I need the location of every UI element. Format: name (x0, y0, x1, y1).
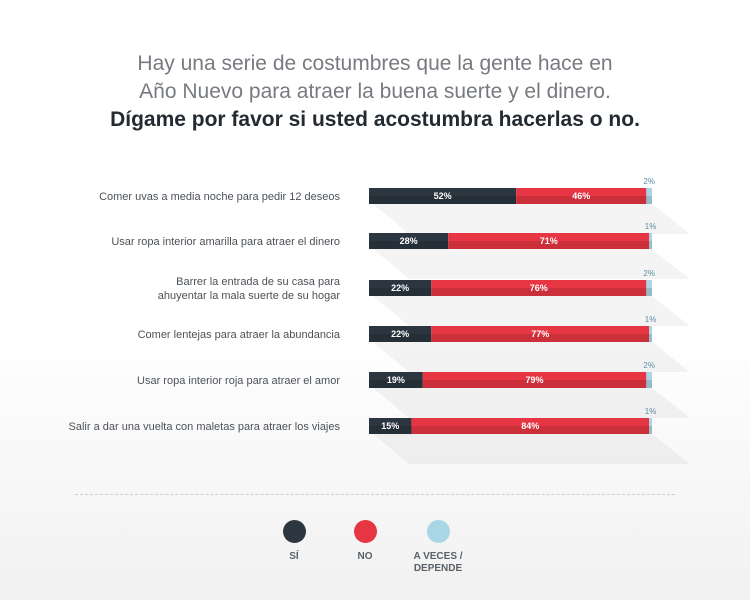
category-label: Comer uvas a media noche para pedir 12 d… (99, 191, 340, 203)
bar-segment-aveces (649, 233, 652, 249)
bar-segment-shade (369, 334, 432, 342)
category-label: Usar ropa interior amarilla para atraer … (111, 236, 340, 248)
legend-swatch-aveces (426, 520, 450, 543)
value-label-aveces: 1% (645, 222, 657, 231)
bar-segment-no (516, 188, 647, 204)
bar-segment-shade (646, 196, 652, 204)
bar-segment-shade (431, 334, 650, 342)
value-label-no: 76% (530, 283, 548, 293)
legend-label-aveces-2: DEPENDE (413, 563, 463, 574)
bar-segment-shade (369, 241, 449, 249)
title-line-1: Hay una serie de costumbres que la gente… (137, 52, 613, 75)
bar-segment-shade (649, 426, 652, 434)
category-label: Salir a dar una vuelta con maletas para … (69, 421, 341, 433)
title-line-2: Año Nuevo para atraer la buena suerte y … (139, 80, 611, 103)
bar-segment-aveces (646, 188, 652, 204)
value-label-no: 77% (531, 329, 549, 339)
value-label-si: 22% (391, 329, 409, 339)
bar-shadow (373, 296, 690, 326)
bar-segment-shade (646, 380, 652, 388)
bar-segment-no (431, 326, 650, 342)
bar-shadow (373, 204, 690, 234)
legend-label-si: SÍ (289, 551, 299, 562)
bar-segment-no (431, 280, 647, 296)
bar-segment-no (422, 372, 647, 388)
legend-item-si: SÍ (249, 520, 339, 563)
value-label-no: 79% (526, 375, 544, 385)
bar-segment-shade (646, 288, 652, 296)
value-label-no: 71% (540, 236, 558, 246)
legend-label-no: NO (357, 551, 373, 562)
category-label: Usar ropa interior roja para atraer el a… (137, 375, 340, 387)
chart-title: Hay una serie de costumbres que la gente… (0, 50, 750, 134)
value-label-aveces: 2% (643, 269, 655, 278)
bar-shadow (373, 434, 690, 464)
bar-segment-shade (649, 334, 652, 342)
bar-segment-aveces (649, 326, 652, 342)
bar-segment-shade (422, 380, 647, 388)
value-label-no: 84% (521, 421, 539, 431)
bar-segment-si (369, 188, 517, 204)
bar-segment-shade (369, 426, 412, 434)
bar-shadow (373, 342, 690, 372)
bar-segment-shade (448, 241, 650, 249)
value-label-si: 28% (400, 236, 418, 246)
bar-segment-si (369, 326, 432, 342)
value-label-aveces: 2% (643, 177, 655, 186)
legend-swatch-si (282, 520, 306, 543)
value-label-aveces: 1% (645, 315, 657, 324)
value-label-si: 22% (391, 283, 409, 293)
bar-segment-shade (369, 380, 423, 388)
bar-segment-aveces (649, 418, 652, 434)
category-label: Comer lentejas para atraer la abundancia (138, 329, 341, 341)
legend-item-aveces: A VECES / DEPENDE (393, 520, 483, 575)
legend-swatch-no (353, 520, 377, 543)
legend-label-aveces-1: A VECES / (413, 551, 463, 562)
bar-segment-shade (431, 288, 647, 296)
value-label-no: 46% (572, 191, 590, 201)
divider (75, 494, 675, 495)
bar-segment-aveces (646, 280, 652, 296)
bar-segment-si (369, 418, 412, 434)
bar-segment-shade (411, 426, 650, 434)
title-line-3: Dígame por favor si usted acostumbra hac… (110, 108, 640, 131)
bar-segment-no (411, 418, 650, 434)
legend-item-no: NO (320, 520, 410, 563)
category-label: Barrer la entrada de su casa para (176, 276, 341, 288)
bar-shadow (373, 249, 690, 279)
bar-segment-shade (649, 241, 652, 249)
bar-segment-aveces (646, 372, 652, 388)
value-label-aveces: 1% (645, 407, 657, 416)
bar-segment-no (448, 233, 650, 249)
category-label: ahuyentar la mala suerte de su hogar (158, 290, 341, 302)
value-label-si: 15% (381, 421, 399, 431)
bar-segment-si (369, 372, 423, 388)
value-label-si: 52% (434, 191, 452, 201)
bar-segment-si (369, 233, 449, 249)
bar-segment-shade (369, 196, 517, 204)
value-label-si: 19% (387, 375, 405, 385)
bar-shadow (373, 388, 690, 418)
value-label-aveces: 2% (643, 361, 655, 370)
bar-segment-shade (516, 196, 647, 204)
bar-segment-si (369, 280, 432, 296)
bar-segment-shade (369, 288, 432, 296)
